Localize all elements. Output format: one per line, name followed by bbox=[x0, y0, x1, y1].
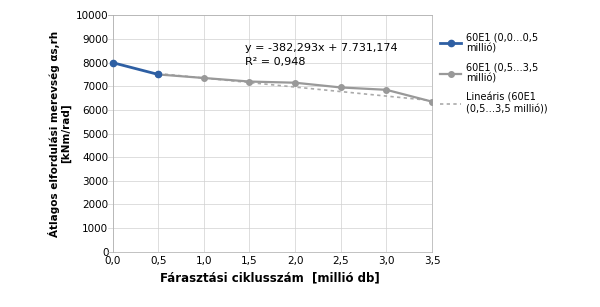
Y-axis label: Átlagos elfordulási merevség αs,rh
[kNm/rad]: Átlagos elfordulási merevség αs,rh [kNm/… bbox=[48, 30, 71, 237]
Legend: 60E1 (0,0…0,5
millió), 60E1 (0,5…3,5
millió), Lineáris (60E1
(0,5…3,5 millió)): 60E1 (0,0…0,5 millió), 60E1 (0,5…3,5 mil… bbox=[440, 32, 548, 114]
X-axis label: Fárasztási ciklusszám  [millió db]: Fárasztási ciklusszám [millió db] bbox=[160, 271, 380, 285]
Text: y = -382,293x + 7.731,174
R² = 0,948: y = -382,293x + 7.731,174 R² = 0,948 bbox=[245, 43, 398, 67]
